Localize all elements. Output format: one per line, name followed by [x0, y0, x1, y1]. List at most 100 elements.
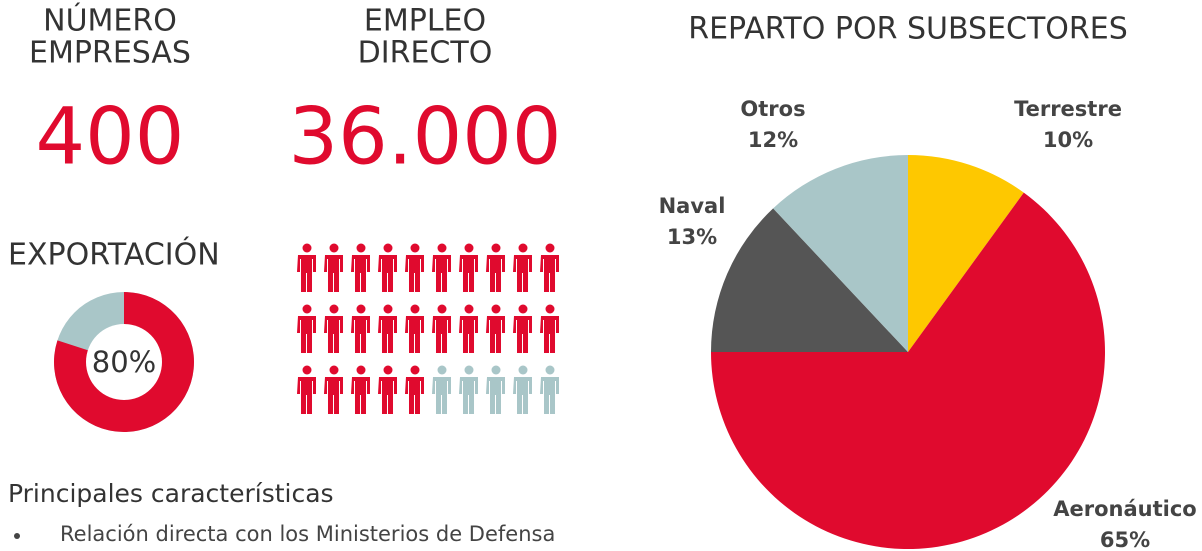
- person-icon: [540, 243, 559, 292]
- person-icon: [432, 243, 451, 292]
- person-body: [378, 377, 397, 414]
- person-icon: [459, 365, 478, 414]
- pie-value-label: 10%: [1043, 128, 1093, 152]
- person-head: [545, 243, 555, 253]
- person-body: [351, 255, 370, 292]
- person-head: [410, 365, 420, 375]
- person-icon: [378, 304, 397, 353]
- person-body: [459, 316, 478, 353]
- person-body: [378, 316, 397, 353]
- person-icon: [405, 304, 424, 353]
- person-head: [410, 243, 420, 253]
- person-icon: [513, 365, 532, 414]
- person-icon: [405, 365, 424, 414]
- person-icon: [297, 243, 316, 292]
- person-body: [324, 316, 343, 353]
- person-head: [545, 365, 555, 375]
- person-head: [464, 304, 474, 314]
- person-head: [329, 243, 339, 253]
- person-icon: [432, 304, 451, 353]
- person-head: [410, 304, 420, 314]
- donut-title: EXPORTACIÓN: [8, 236, 220, 273]
- stat-label: NÚMERO: [43, 2, 177, 39]
- person-body: [405, 316, 424, 353]
- person-head: [437, 243, 447, 253]
- stat-label: DIRECTO: [358, 36, 493, 71]
- person-body: [351, 316, 370, 353]
- person-icon: [540, 365, 559, 414]
- person-head: [302, 304, 312, 314]
- pie-category: Terrestre: [1014, 97, 1122, 121]
- person-head: [356, 304, 366, 314]
- person-icon: [540, 304, 559, 353]
- person-body: [459, 255, 478, 292]
- person-icon: [513, 304, 532, 353]
- person-head: [464, 365, 474, 375]
- pie-slice: [711, 208, 908, 352]
- person-head: [464, 243, 474, 253]
- person-head: [518, 243, 528, 253]
- pie-category: Naval: [659, 194, 726, 218]
- person-body: [513, 377, 532, 414]
- person-head: [437, 304, 447, 314]
- donut-label: 80%: [92, 345, 156, 379]
- pie-slice: [711, 192, 1105, 549]
- person-body: [405, 255, 424, 292]
- person-icon: [324, 365, 343, 414]
- person-head: [545, 304, 555, 314]
- donut-hole: [86, 324, 162, 400]
- pie-category: Aeronáutico: [1053, 497, 1196, 521]
- pie-title: REPARTO POR SUBSECTORES: [688, 12, 1128, 47]
- person-body: [486, 377, 505, 414]
- person-icon: [324, 243, 343, 292]
- person-body: [540, 255, 559, 292]
- person-body: [351, 377, 370, 414]
- person-head: [491, 243, 501, 253]
- stat-label: EMPRESAS: [29, 36, 191, 71]
- person-body: [297, 377, 316, 414]
- pie-slice: [908, 155, 1024, 352]
- person-icon: [486, 365, 505, 414]
- person-head: [302, 365, 312, 375]
- person-head: [356, 243, 366, 253]
- stat-value: 400: [36, 92, 185, 182]
- person-head: [383, 243, 393, 253]
- person-body: [324, 377, 343, 414]
- person-body: [540, 316, 559, 353]
- person-icon: [351, 365, 370, 414]
- person-icon: [459, 243, 478, 292]
- person-body: [324, 255, 343, 292]
- person-head: [383, 304, 393, 314]
- person-icon: [459, 304, 478, 353]
- person-icon: [486, 304, 505, 353]
- person-head: [518, 304, 528, 314]
- person-head: [383, 365, 393, 375]
- person-body: [297, 316, 316, 353]
- person-icon: [297, 304, 316, 353]
- person-head: [329, 304, 339, 314]
- feature-item: Relación directa con los Ministerios de …: [60, 522, 555, 546]
- person-icon: [351, 304, 370, 353]
- person-body: [486, 255, 505, 292]
- person-body: [540, 377, 559, 414]
- person-body: [432, 377, 451, 414]
- pie-value-label: 65%: [1100, 528, 1150, 551]
- person-head: [329, 365, 339, 375]
- pie-value-label: 13%: [667, 225, 717, 249]
- person-head: [356, 365, 366, 375]
- person-icon: [297, 365, 316, 414]
- person-icon: [378, 243, 397, 292]
- stat-label: EMPLEO: [364, 4, 486, 39]
- pie-category: Otros: [740, 97, 805, 121]
- bullet: [14, 533, 20, 539]
- person-head: [491, 365, 501, 375]
- stat-value: 36.000: [289, 92, 562, 182]
- person-body: [378, 255, 397, 292]
- person-icon: [486, 243, 505, 292]
- person-head: [302, 243, 312, 253]
- person-icon: [378, 365, 397, 414]
- person-icon: [432, 365, 451, 414]
- person-body: [405, 377, 424, 414]
